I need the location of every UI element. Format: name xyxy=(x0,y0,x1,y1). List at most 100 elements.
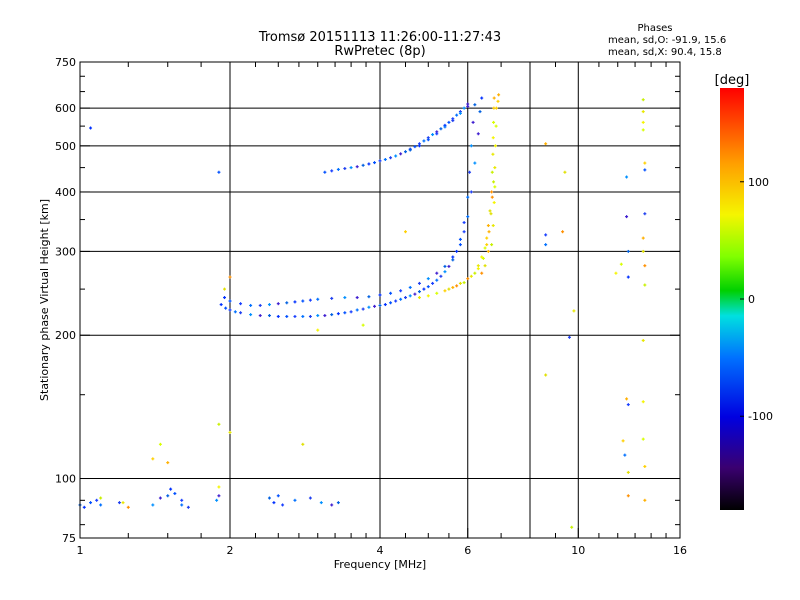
o-mode-point xyxy=(417,281,421,285)
o-mode-point xyxy=(462,106,466,110)
y-tick-label: 200 xyxy=(55,329,76,342)
o-mode-point xyxy=(469,144,473,148)
x-mode-point xyxy=(485,236,489,240)
o-mode-point xyxy=(466,195,470,199)
x-mode-point xyxy=(486,249,490,253)
o-mode-point xyxy=(276,302,280,306)
o-mode-point xyxy=(343,167,347,171)
phases-heading: Phases xyxy=(637,23,672,34)
o-mode-point xyxy=(439,127,443,131)
o-mode-point xyxy=(451,258,455,262)
chart-subtitle: RwPretec (8p) xyxy=(334,44,425,59)
x-mode-point xyxy=(643,498,647,502)
x-mode-point xyxy=(643,161,647,165)
o-mode-point xyxy=(435,271,439,275)
o-mode-point xyxy=(330,296,334,300)
o-mode-point xyxy=(626,275,630,279)
o-mode-point xyxy=(355,296,359,300)
o-mode-point xyxy=(378,159,382,163)
x-mode-point xyxy=(491,224,495,228)
x-mode-point xyxy=(570,525,574,529)
x-mode-point xyxy=(621,439,625,443)
o-mode-point xyxy=(308,496,312,500)
phases-x-stats: mean, sd,X: 90.4, 15.8 xyxy=(608,47,722,58)
o-mode-point xyxy=(431,133,435,137)
o-mode-point xyxy=(473,161,477,165)
x-mode-point xyxy=(485,243,489,247)
o-mode-point xyxy=(82,505,86,509)
o-mode-point xyxy=(361,163,365,167)
phases-o-stats: mean, sd,O: -91.9, 15.6 xyxy=(608,35,726,46)
chart-title: Tromsø 20151113 11:26:00-11:27:43 xyxy=(258,30,501,45)
x-mode-point xyxy=(494,124,498,128)
o-mode-point xyxy=(383,157,387,161)
o-mode-point xyxy=(293,498,297,502)
o-mode-point xyxy=(267,496,271,500)
plot-frame xyxy=(79,61,681,539)
o-mode-point xyxy=(451,119,455,123)
x-mode-point xyxy=(447,287,451,291)
o-mode-point xyxy=(349,166,353,170)
x-mode-point xyxy=(572,309,576,313)
o-mode-point xyxy=(468,170,472,174)
o-mode-point xyxy=(394,299,398,303)
o-mode-point xyxy=(272,501,276,505)
x-mode-point xyxy=(158,442,162,446)
x-tick-label: 10 xyxy=(571,544,585,557)
x-mode-point xyxy=(643,264,647,268)
o-mode-point xyxy=(336,501,340,505)
x-mode-point xyxy=(614,271,618,275)
o-mode-point xyxy=(394,154,398,158)
x-mode-point xyxy=(458,281,462,285)
x-mode-point xyxy=(403,230,407,234)
x-mode-point xyxy=(228,430,232,434)
x-mode-point xyxy=(361,323,365,327)
o-mode-point xyxy=(180,498,184,502)
o-mode-point xyxy=(413,292,417,296)
o-mode-point xyxy=(426,285,430,289)
y-axis-label: Stationary phase Virtual Height [km] xyxy=(38,199,51,401)
o-mode-point xyxy=(408,148,412,152)
x-mode-point xyxy=(476,267,480,271)
o-mode-point xyxy=(478,110,482,114)
y-tick-label: 750 xyxy=(55,56,76,69)
x-tick-label: 6 xyxy=(464,544,471,557)
o-mode-point xyxy=(308,298,312,302)
x-mode-point xyxy=(492,120,496,124)
grid-lines xyxy=(80,62,680,538)
colorbar-tick-label: 100 xyxy=(748,176,769,189)
o-mode-point xyxy=(95,498,99,502)
o-mode-point xyxy=(330,313,334,317)
o-mode-point xyxy=(323,170,327,174)
o-mode-point xyxy=(316,297,320,301)
o-mode-point xyxy=(330,503,334,507)
x-tick-label: 1 xyxy=(77,544,84,557)
o-mode-point xyxy=(435,278,439,282)
o-mode-point xyxy=(361,307,365,311)
o-mode-point xyxy=(422,287,426,291)
x-tick-label: 4 xyxy=(377,544,384,557)
o-mode-point xyxy=(458,237,462,241)
o-mode-point xyxy=(473,103,477,107)
x-mode-point xyxy=(626,494,630,498)
o-mode-point xyxy=(355,308,359,312)
x-mode-point xyxy=(544,373,548,377)
o-mode-point xyxy=(367,295,371,299)
o-mode-point xyxy=(276,494,280,498)
o-mode-point xyxy=(383,303,387,307)
o-mode-point xyxy=(281,503,285,507)
o-mode-point xyxy=(343,296,347,300)
x-mode-point xyxy=(217,485,221,489)
o-mode-point xyxy=(186,505,190,509)
o-mode-point xyxy=(267,314,271,318)
x-mode-point xyxy=(476,264,480,268)
o-mode-point xyxy=(151,503,155,507)
o-mode-point xyxy=(462,230,466,234)
x-mode-point xyxy=(473,271,477,275)
x-mode-point xyxy=(625,397,629,401)
o-mode-point xyxy=(462,221,466,225)
o-mode-point xyxy=(458,243,462,247)
y-tick-label: 400 xyxy=(55,186,76,199)
x-mode-point xyxy=(486,224,490,228)
